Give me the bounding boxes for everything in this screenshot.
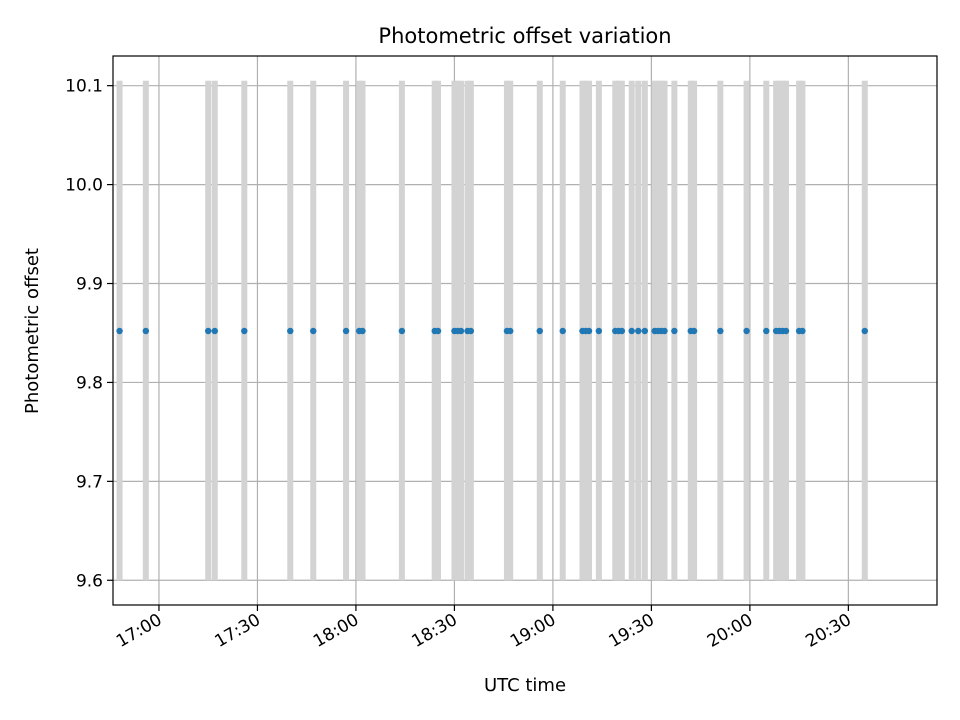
y-axis-title: Photometric offset bbox=[22, 248, 43, 414]
data-point bbox=[116, 327, 123, 335]
data-point bbox=[559, 327, 566, 335]
plot-frame bbox=[112, 55, 938, 606]
data-point bbox=[585, 327, 593, 335]
data-point bbox=[618, 327, 626, 335]
data-point bbox=[142, 327, 150, 335]
data-point bbox=[287, 327, 294, 335]
data-point bbox=[241, 327, 248, 335]
data-point bbox=[205, 327, 212, 335]
data-point bbox=[507, 327, 514, 335]
data-point bbox=[782, 327, 790, 335]
data-point bbox=[434, 327, 442, 335]
chart-title: Photometric offset variation bbox=[378, 24, 671, 48]
data-point bbox=[628, 327, 635, 335]
data-point bbox=[661, 327, 668, 335]
data-point bbox=[536, 327, 543, 335]
data-point bbox=[595, 327, 603, 335]
y-tick-label: 9.8 bbox=[76, 373, 103, 393]
y-tick-label: 10.1 bbox=[65, 77, 103, 97]
y-tick-label: 9.6 bbox=[76, 571, 103, 591]
y-tick-label: 9.7 bbox=[76, 472, 103, 492]
data-point bbox=[211, 327, 218, 335]
y-tick-label: 10.0 bbox=[65, 176, 103, 196]
data-point bbox=[861, 327, 868, 335]
x-axis-title: UTC time bbox=[484, 675, 566, 696]
data-point bbox=[763, 327, 770, 335]
y-axis: 9.6 9.7 9.8 9.9 10.0 10.1 bbox=[65, 77, 113, 591]
data-point bbox=[641, 327, 649, 335]
data-point bbox=[398, 327, 406, 335]
data-point bbox=[467, 327, 475, 335]
data-point bbox=[690, 327, 698, 335]
data-point bbox=[635, 327, 642, 335]
y-tick-label: 9.9 bbox=[76, 275, 103, 295]
data-point bbox=[717, 327, 724, 335]
data-points bbox=[116, 327, 868, 335]
data-point bbox=[342, 327, 350, 335]
data-point bbox=[310, 327, 317, 335]
data-point bbox=[671, 327, 678, 335]
data-point bbox=[457, 327, 465, 335]
data-point bbox=[359, 327, 366, 335]
data-point bbox=[799, 327, 806, 335]
data-point bbox=[743, 327, 750, 335]
